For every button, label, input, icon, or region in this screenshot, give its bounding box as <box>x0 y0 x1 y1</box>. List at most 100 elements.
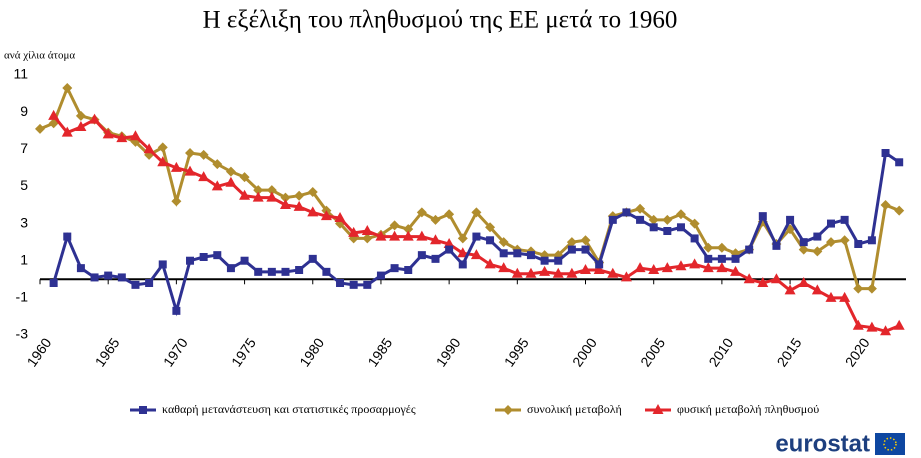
marker <box>811 284 823 295</box>
marker <box>307 206 319 217</box>
marker <box>266 185 277 196</box>
marker <box>225 166 236 177</box>
marker <box>226 264 235 273</box>
marker <box>280 192 291 203</box>
marker <box>881 149 890 157</box>
marker <box>866 283 877 294</box>
marker <box>404 266 413 274</box>
marker <box>689 258 701 269</box>
marker <box>839 291 851 302</box>
marker <box>48 109 60 120</box>
marker <box>254 267 263 276</box>
marker <box>662 214 673 225</box>
marker <box>634 262 646 273</box>
marker <box>334 212 346 222</box>
marker <box>717 254 726 263</box>
marker <box>143 143 155 154</box>
marker <box>429 234 441 245</box>
marker <box>595 260 604 269</box>
marker <box>348 226 360 237</box>
marker <box>786 215 795 224</box>
x-tick-label: 1990 <box>433 335 464 370</box>
marker <box>703 242 714 253</box>
marker <box>157 156 169 167</box>
marker <box>799 238 808 247</box>
marker <box>157 142 168 153</box>
marker <box>730 265 742 276</box>
marker <box>75 121 87 131</box>
eu-stars <box>883 437 897 451</box>
marker <box>757 277 769 287</box>
marker <box>171 196 182 207</box>
marker <box>676 223 685 232</box>
marker <box>361 225 373 235</box>
marker <box>416 230 428 241</box>
marker <box>894 205 905 216</box>
marker <box>294 190 305 201</box>
marker <box>170 161 182 172</box>
marker <box>635 203 646 214</box>
marker <box>213 251 222 260</box>
y-tick-label: 11 <box>13 66 28 82</box>
marker <box>525 267 537 278</box>
marker <box>675 209 686 220</box>
marker <box>184 165 196 176</box>
marker <box>472 232 481 241</box>
marker <box>102 128 114 139</box>
marker <box>307 187 318 197</box>
marker <box>566 237 577 248</box>
marker <box>716 262 728 273</box>
marker <box>880 325 892 336</box>
marker <box>503 405 513 415</box>
marker <box>295 266 304 274</box>
marker <box>866 321 878 332</box>
marker <box>35 123 45 134</box>
marker <box>211 180 223 191</box>
marker <box>652 404 664 414</box>
marker <box>239 172 250 183</box>
marker <box>349 280 358 289</box>
marker <box>104 271 113 280</box>
marker <box>322 267 331 276</box>
marker <box>281 267 290 276</box>
marker <box>731 254 740 263</box>
marker <box>770 273 782 284</box>
marker <box>867 236 876 245</box>
marker <box>402 230 414 241</box>
marker <box>825 291 837 302</box>
marker <box>443 238 455 248</box>
x-tick-label: 1985 <box>364 335 395 370</box>
marker <box>608 215 617 224</box>
marker <box>485 222 496 233</box>
marker <box>840 215 849 224</box>
marker <box>198 149 209 160</box>
y-tick-label: -3 <box>16 326 29 342</box>
marker <box>825 237 836 248</box>
y-tick-label: -1 <box>16 289 29 305</box>
marker <box>336 279 345 287</box>
marker <box>444 209 455 220</box>
marker <box>704 254 713 263</box>
marker <box>880 200 891 210</box>
marker <box>239 189 251 200</box>
marker <box>661 262 673 273</box>
x-tick-label: 2005 <box>637 335 668 370</box>
marker <box>186 256 195 265</box>
marker <box>199 253 208 261</box>
x-tick-label: 1995 <box>501 335 532 370</box>
marker <box>593 264 605 274</box>
marker <box>266 191 278 202</box>
y-tick-label: 1 <box>20 251 28 267</box>
marker <box>139 406 147 414</box>
marker <box>648 264 660 274</box>
marker <box>363 280 372 289</box>
marker <box>89 113 101 124</box>
marker <box>499 249 508 258</box>
marker <box>198 171 210 182</box>
x-tick-label: 2015 <box>774 335 805 370</box>
marker <box>813 232 822 241</box>
marker <box>620 271 632 282</box>
marker <box>636 215 645 224</box>
marker <box>580 235 591 246</box>
